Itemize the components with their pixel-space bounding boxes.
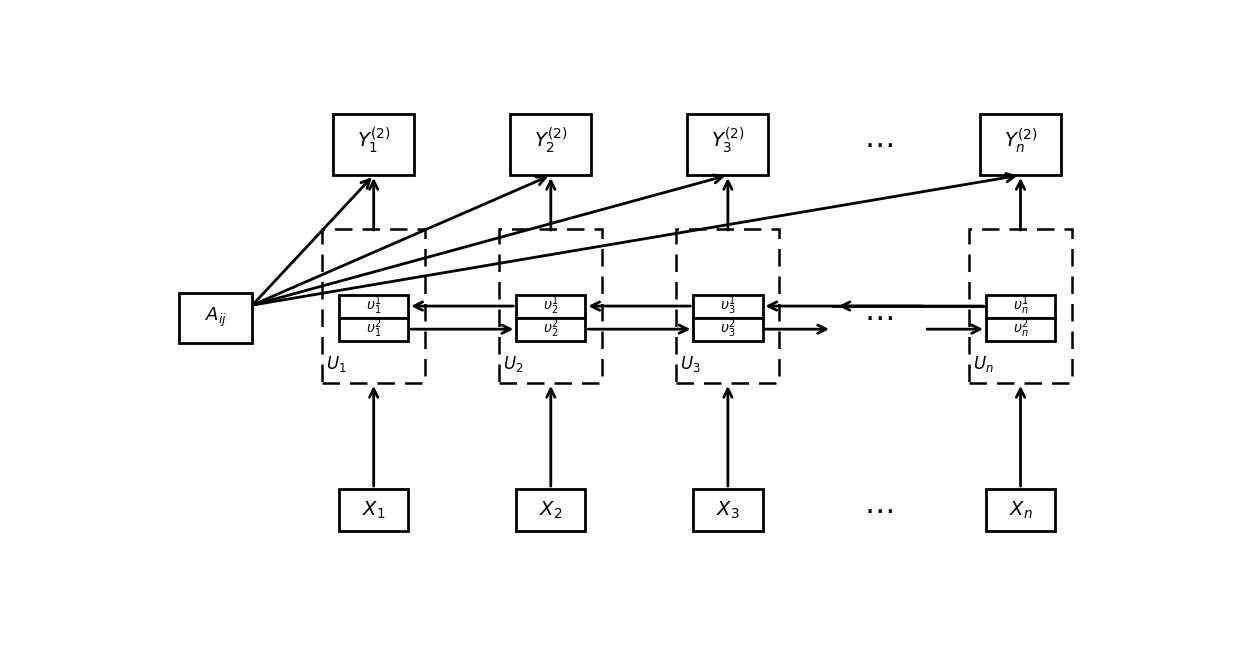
FancyBboxPatch shape [180, 293, 253, 343]
Text: $\cdots$: $\cdots$ [863, 129, 893, 160]
Text: $\upsilon_n^2$: $\upsilon_n^2$ [1013, 318, 1028, 341]
Text: $A_{ij}$: $A_{ij}$ [205, 306, 227, 329]
Text: $\upsilon_1^1$: $\upsilon_1^1$ [366, 295, 382, 317]
FancyBboxPatch shape [339, 317, 408, 341]
Text: $U_1$: $U_1$ [326, 354, 346, 374]
Text: $U_3$: $U_3$ [681, 354, 701, 374]
FancyBboxPatch shape [334, 114, 414, 175]
Text: $\upsilon_3^1$: $\upsilon_3^1$ [720, 295, 735, 317]
Text: $\upsilon_3^2$: $\upsilon_3^2$ [720, 318, 735, 341]
Text: $Y_3^{(2)}$: $Y_3^{(2)}$ [712, 125, 744, 155]
Text: $\upsilon_2^1$: $\upsilon_2^1$ [543, 295, 559, 317]
Text: $X_n$: $X_n$ [1008, 499, 1033, 521]
FancyBboxPatch shape [339, 295, 408, 317]
FancyBboxPatch shape [516, 295, 585, 317]
FancyBboxPatch shape [986, 489, 1055, 531]
Text: $U_n$: $U_n$ [972, 354, 993, 374]
Text: $Y_1^{(2)}$: $Y_1^{(2)}$ [357, 125, 391, 155]
Text: $\cdots$: $\cdots$ [863, 495, 893, 526]
FancyBboxPatch shape [693, 295, 763, 317]
Text: $Y_2^{(2)}$: $Y_2^{(2)}$ [534, 125, 568, 155]
FancyBboxPatch shape [980, 114, 1061, 175]
FancyBboxPatch shape [687, 114, 769, 175]
Text: $\upsilon_2^2$: $\upsilon_2^2$ [543, 318, 559, 341]
Text: $X_2$: $X_2$ [539, 499, 563, 521]
FancyBboxPatch shape [339, 489, 408, 531]
FancyBboxPatch shape [693, 317, 763, 341]
Text: $\upsilon_1^2$: $\upsilon_1^2$ [366, 318, 382, 341]
Text: $X_1$: $X_1$ [362, 499, 386, 521]
FancyBboxPatch shape [986, 317, 1055, 341]
Text: $U_2$: $U_2$ [503, 354, 523, 374]
FancyBboxPatch shape [516, 489, 585, 531]
FancyBboxPatch shape [511, 114, 591, 175]
FancyBboxPatch shape [693, 489, 763, 531]
Text: $\upsilon_n^1$: $\upsilon_n^1$ [1013, 295, 1028, 317]
Text: $Y_n^{(2)}$: $Y_n^{(2)}$ [1004, 126, 1037, 155]
FancyBboxPatch shape [986, 295, 1055, 317]
Text: $X_3$: $X_3$ [715, 499, 740, 521]
FancyBboxPatch shape [516, 317, 585, 341]
Text: $\cdots$: $\cdots$ [863, 302, 893, 333]
